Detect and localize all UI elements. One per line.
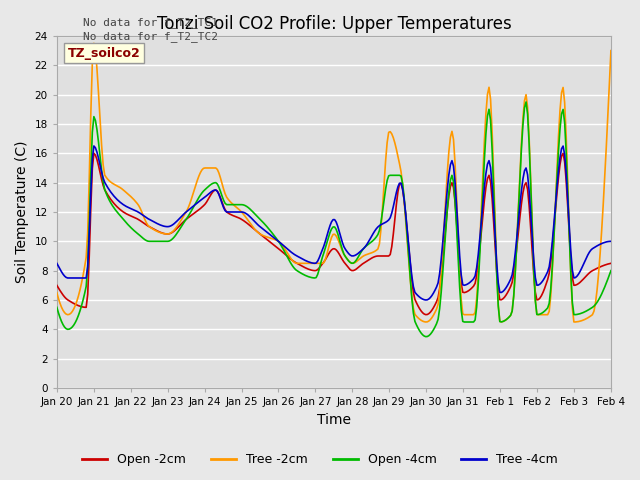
Y-axis label: Soil Temperature (C): Soil Temperature (C) bbox=[15, 141, 29, 283]
Text: No data for f_T2_TC2: No data for f_T2_TC2 bbox=[83, 31, 218, 42]
Title: Tonzi Soil CO2 Profile: Upper Temperatures: Tonzi Soil CO2 Profile: Upper Temperatur… bbox=[157, 15, 511, 33]
X-axis label: Time: Time bbox=[317, 413, 351, 427]
Text: No data for f_T2_TC1: No data for f_T2_TC1 bbox=[83, 17, 218, 28]
Text: TZ_soilco2: TZ_soilco2 bbox=[68, 47, 141, 60]
Legend: Open -2cm, Tree -2cm, Open -4cm, Tree -4cm: Open -2cm, Tree -2cm, Open -4cm, Tree -4… bbox=[77, 448, 563, 471]
